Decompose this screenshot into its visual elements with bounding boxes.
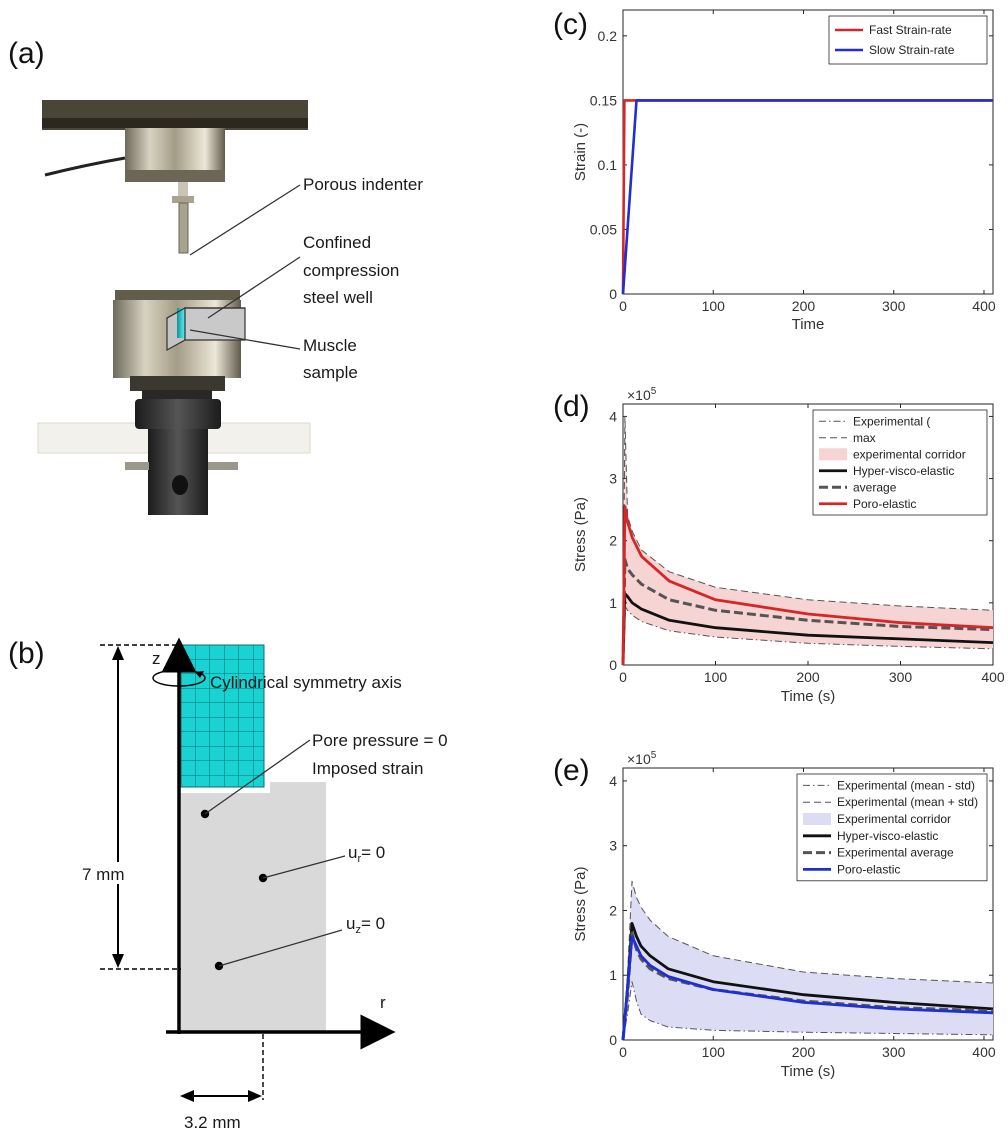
y-exponent-label: ×105 [627,750,657,767]
x-tick-label: 200 [796,669,820,685]
y-tick-label: 0 [609,1032,617,1048]
radius-dimension-label: 3.2 mm [184,1113,241,1132]
legend-label: Experimental ( [853,414,930,428]
legend-swatch-band [803,813,831,825]
x-tick-label: 0 [619,298,627,314]
height-dimension-label: 7 mm [82,865,125,884]
callout-well-line-3: steel well [303,288,373,307]
y-tick-label: 1 [609,967,617,983]
r-axis-label: r [380,993,386,1012]
pore-pressure-label: Pore pressure = 0 [312,731,448,750]
y-tick-label: 0 [609,657,617,673]
y-tick-label: 0 [609,286,617,302]
x-axis-label: Time (s) [781,688,835,705]
legend-label: Experimental average [837,846,954,860]
callout-porous-indenter: Porous indenter [303,175,423,194]
callout-well-line-1: Confined [303,233,371,252]
y-axis-label: Stress (Pa) [572,866,589,941]
x-tick-label: 200 [792,1044,816,1060]
x-tick-label: 100 [702,298,726,314]
panel-a-label: (a) [8,37,45,70]
steel-well-shape [181,782,326,1031]
legend-label: Slow Strain-rate [869,43,955,57]
y-exponent-label: ×105 [627,386,657,403]
x-tick-label: 300 [882,298,906,314]
legend-box [812,409,988,516]
legend-label: average [853,480,897,494]
series-line-4 [621,505,994,666]
callout-muscle-line-2: sample [303,363,358,382]
series-line-1 [622,415,994,666]
x-tick-label: 0 [619,1044,627,1060]
legend-label: Fast Strain-rate [869,23,952,37]
callout-well-line-2: compression [303,261,399,280]
x-tick-label: 300 [889,669,913,685]
x-axis-label: Time [792,316,825,333]
panel-d-label: (d) [553,390,590,423]
legend-label: Hyper-visco-elastic [853,464,954,478]
x-tick-label: 100 [704,669,728,685]
chart-e-stress-slow: 0 100 200 300 400 0 1 2 3 4 Time (s) Stress (Pa) ×10… [572,750,996,1080]
legend-box [828,15,988,65]
ur-label: ur= 0 [348,843,385,865]
x-tick-label: 0 [619,669,627,685]
y-tick-label: 4 [609,408,617,424]
legend-label: experimental corridor [853,447,966,461]
legend-label: Hyper-visco-elastic [837,829,938,843]
y-axis-label: Strain (-) [572,123,589,181]
panel-e-label: (e) [553,754,590,787]
legend-label: Experimental (mean + std) [837,795,978,809]
callout-muscle-line-1: Muscle [303,336,357,355]
callout-lines [189,184,301,350]
y-tick-label: 3 [609,471,617,487]
apparatus-photo [37,100,311,515]
uz-label: uz= 0 [346,914,385,936]
y-tick-label: 1 [609,595,617,611]
legend-box [796,773,988,882]
y-tick-label: 2 [609,902,617,918]
panel-a: (a) [8,37,423,515]
corridor-band [623,881,993,1040]
series-line-4 [621,935,994,1041]
x-tick-label: 200 [792,298,816,314]
series-line-3 [621,557,994,666]
series-line-0 [622,605,994,666]
panel-b-label: (b) [8,637,45,670]
chart-c-strain: 0 100 200 300 400 0 0.05 0.1 0.15 0.2 Time Strain (… [572,9,996,333]
z-axis-label: z [152,649,161,668]
panel-c-label: (c) [553,8,588,41]
corridor-band [623,416,993,665]
legend-swatch-band [819,448,847,461]
y-tick-label: 0.1 [598,157,618,173]
y-tick-label: 2 [609,533,617,549]
symmetry-axis-label: Cylindrical symmetry axis [210,673,402,692]
y-tick-label: 3 [609,838,617,854]
y-tick-label: 0.05 [590,221,617,237]
y-tick-label: 0.15 [590,92,617,108]
legend-label: Poro-elastic [853,497,916,511]
rotation-arrow-icon [152,669,206,687]
y-axis-label: Stress (Pa) [572,497,589,572]
series-line-1 [621,99,993,295]
series-line-2 [621,592,994,666]
x-axis-label: Time (s) [781,1063,835,1080]
panel-b: (b) z r Cylindrical symmetry axis Pore p… [8,637,448,1132]
y-tick-label: 4 [609,773,617,789]
x-tick-label: 100 [702,1044,726,1060]
x-tick-label: 400 [981,669,1005,685]
legend-label: Experimental (mean - std) [837,778,975,792]
legend-label: Poro-elastic [837,862,900,876]
muscle-sample-mesh [180,644,265,788]
x-tick-label: 400 [972,1044,996,1060]
legend-label: Experimental corridor [837,812,951,826]
series-line-1 [622,880,994,1041]
x-tick-label: 400 [972,298,996,314]
imposed-strain-label: Imposed strain [312,759,424,778]
y-tick-label: 0.2 [598,28,618,44]
x-tick-label: 300 [882,1044,906,1060]
chart-d-stress-fast: 0 100 200 300 400 0 1 2 3 4 Time (s) Stress (Pa) ×10… [572,386,1005,705]
series-line-0 [622,981,994,1041]
legend-label: max [853,431,876,445]
